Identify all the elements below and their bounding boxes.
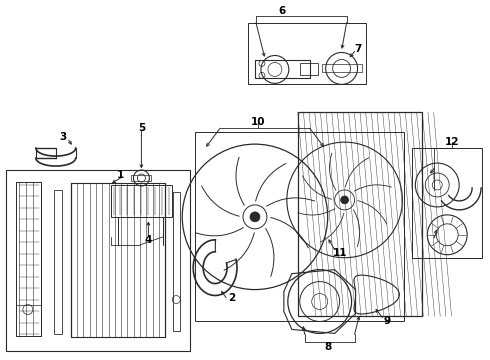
FancyArrowPatch shape [345,158,368,187]
Text: 4: 4 [145,235,152,245]
Text: 3: 3 [59,132,66,142]
Bar [16,182,41,336]
Text: 6: 6 [278,6,286,15]
Text: 2: 2 [228,293,236,302]
Bar [195,132,404,321]
Bar [131,175,151,181]
Text: 5: 5 [138,123,145,133]
FancyArrowPatch shape [298,209,335,215]
Text: 12: 12 [445,137,460,147]
Bar [298,112,422,316]
FancyArrowPatch shape [271,217,308,248]
Circle shape [250,212,260,222]
Text: 1: 1 [117,170,124,180]
Text: 9: 9 [384,316,391,327]
Text: 10: 10 [251,117,265,127]
FancyArrowPatch shape [236,157,244,205]
Bar [300,63,318,75]
FancyArrowPatch shape [266,229,274,276]
Bar [255,60,310,78]
Text: 8: 8 [324,342,331,352]
Bar [173,192,180,332]
FancyArrowPatch shape [353,210,360,247]
FancyArrowPatch shape [358,201,387,224]
Bar [322,64,362,72]
FancyArrowPatch shape [256,163,286,201]
Bar [248,23,366,84]
FancyArrowPatch shape [329,153,336,190]
Text: 7: 7 [354,44,361,54]
FancyArrowPatch shape [354,185,392,191]
FancyArrowPatch shape [201,186,239,216]
FancyArrowPatch shape [196,228,244,236]
Text: 11: 11 [332,248,347,258]
FancyArrowPatch shape [320,213,344,242]
Bar [111,185,172,217]
FancyArrowPatch shape [224,233,254,270]
Bar [413,148,482,258]
FancyArrowPatch shape [302,176,332,199]
FancyArrowPatch shape [267,198,315,206]
Bar [54,190,62,334]
Circle shape [341,196,348,204]
Bar [6,170,190,351]
